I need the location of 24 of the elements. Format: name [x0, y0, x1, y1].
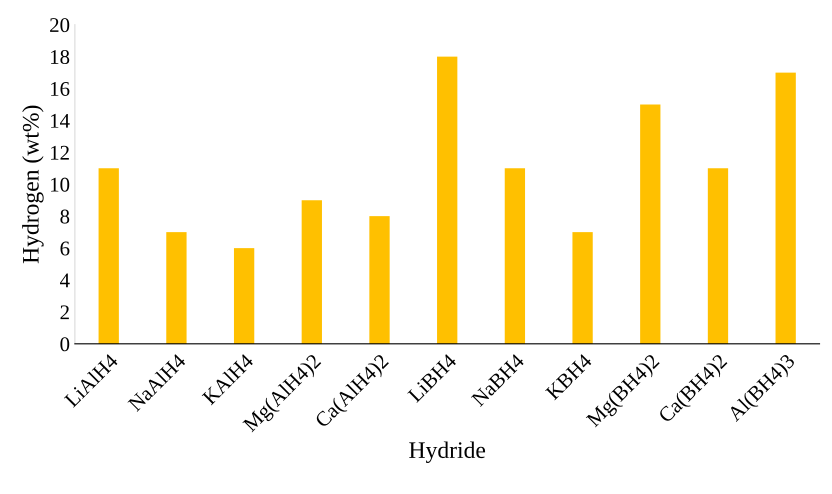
- bar: [572, 232, 593, 344]
- y-tick-label: 6: [60, 242, 70, 256]
- y-tick-label: 8: [60, 210, 70, 224]
- y-tick-label: 2: [60, 305, 69, 320]
- bar: [98, 168, 119, 344]
- y-axis-title: Hydrogen (wt%): [22, 106, 44, 264]
- bar: [166, 232, 187, 344]
- x-axis-title: Hydride: [409, 441, 486, 463]
- bar: [234, 248, 254, 344]
- bar: [504, 168, 526, 344]
- y-tick-label: 0: [60, 337, 70, 352]
- bar: [708, 168, 728, 344]
- y-tick-label: 18: [51, 50, 70, 64]
- bar: [302, 200, 322, 344]
- y-tick-label: 16: [51, 82, 70, 96]
- bar: [437, 56, 458, 344]
- y-tick-label: 14: [51, 114, 70, 128]
- y-tick-label: 20: [50, 18, 70, 32]
- y-tick-label: 4: [60, 274, 70, 288]
- y-tick-label: 10: [51, 178, 70, 192]
- bar: [776, 72, 796, 344]
- bar: [369, 216, 390, 344]
- bar: [640, 104, 660, 344]
- y-tick-label: 12: [51, 146, 69, 160]
